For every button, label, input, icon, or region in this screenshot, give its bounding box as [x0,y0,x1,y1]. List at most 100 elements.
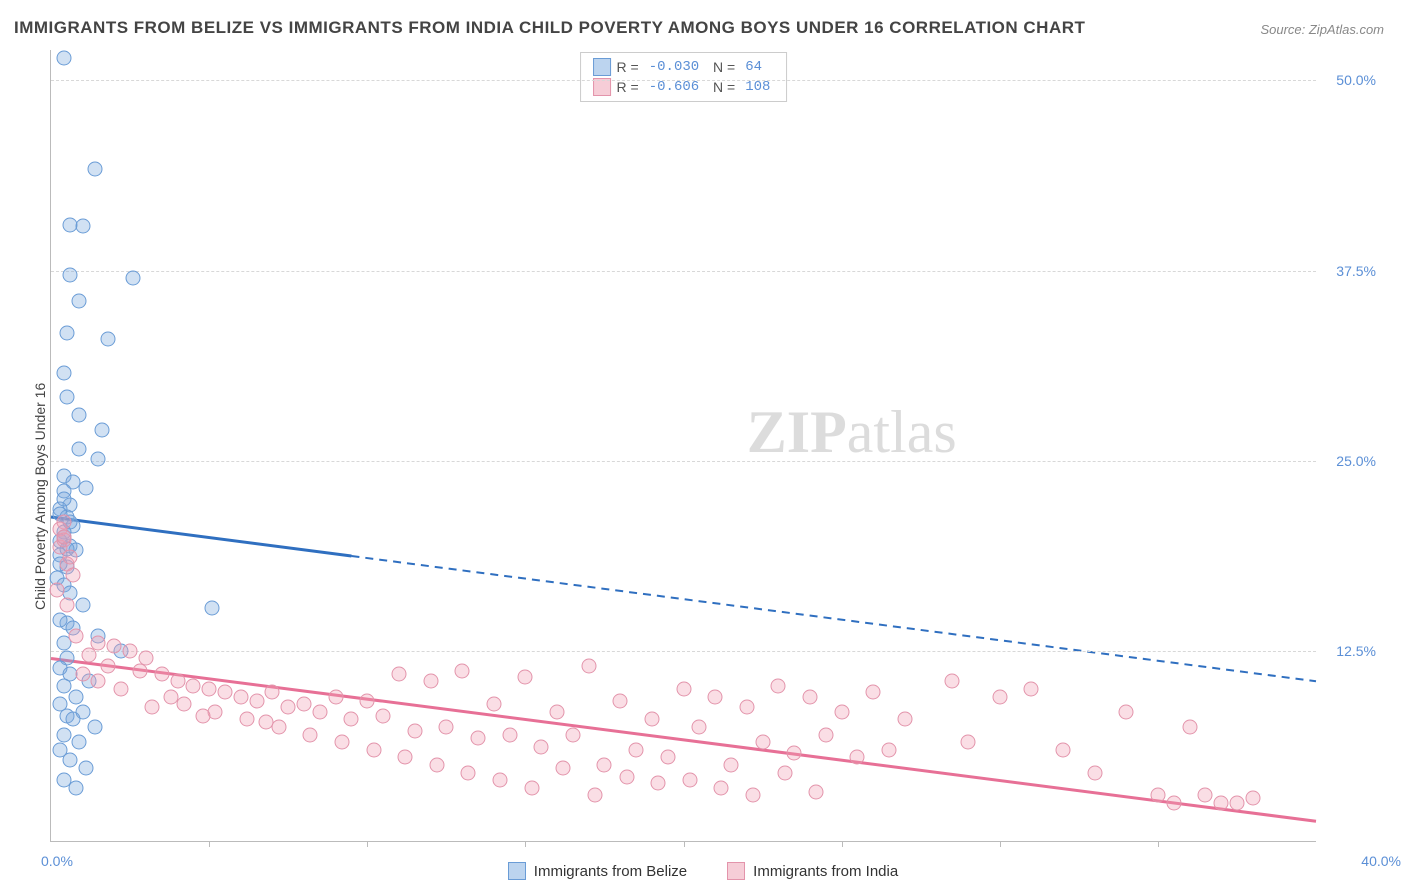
marker-india [81,648,96,663]
marker-india [787,745,802,760]
marker-belize [62,268,77,283]
marker-india [303,727,318,742]
marker-india [850,750,865,765]
marker-india [259,715,274,730]
marker-india [771,678,786,693]
marker-india [818,727,833,742]
marker-india [297,697,312,712]
marker-india [834,704,849,719]
x-tick [1000,841,1001,847]
marker-india [75,666,90,681]
x-tick [684,841,685,847]
marker-belize [94,423,109,438]
marker-india [1056,742,1071,757]
stats-n-value: 64 [745,59,762,75]
chart-title: IMMIGRANTS FROM BELIZE VS IMMIGRANTS FRO… [14,18,1085,38]
marker-india [882,742,897,757]
marker-india [1150,788,1165,803]
x-tick [842,841,843,847]
marker-india [100,659,115,674]
marker-india [777,765,792,780]
marker-belize [78,761,93,776]
stats-r-value: -0.030 [649,59,699,75]
marker-india [1245,791,1260,806]
marker-belize [56,727,71,742]
legend-item: Immigrants from India [727,862,898,880]
marker-india [62,549,77,564]
marker-belize [72,294,87,309]
marker-india [723,757,738,772]
marker-india [328,689,343,704]
marker-india [651,776,666,791]
marker-india [534,739,549,754]
marker-belize [91,452,106,467]
marker-india [334,735,349,750]
marker-india [176,697,191,712]
marker-india [461,765,476,780]
marker-india [1119,704,1134,719]
marker-india [1024,681,1039,696]
marker-india [202,681,217,696]
marker-india [809,785,824,800]
gridline [51,461,1316,462]
chart-area: Child Poverty Among Boys Under 16 ZIPatl… [50,50,1386,842]
marker-india [429,757,444,772]
marker-india [407,724,422,739]
marker-india [107,639,122,654]
marker-india [755,735,770,750]
marker-india [493,773,508,788]
marker-india [145,700,160,715]
legend-swatch [727,862,745,880]
legend-label: Immigrants from India [753,863,898,880]
marker-india [1214,795,1229,810]
marker-india [69,628,84,643]
marker-india [1229,795,1244,810]
plot-region: ZIPatlas R =-0.030 N =64R =-0.606 N =108… [50,50,1316,842]
y-tick-label: 25.0% [1321,453,1376,469]
marker-belize [126,271,141,286]
marker-belize [100,332,115,347]
stats-swatch [593,58,611,76]
marker-india [581,659,596,674]
marker-india [682,773,697,788]
marker-india [1087,765,1102,780]
marker-india [91,674,106,689]
gridline [51,271,1316,272]
marker-india [360,694,375,709]
marker-india [233,689,248,704]
trendline-solid [51,517,351,556]
marker-india [281,700,296,715]
y-tick-label: 50.0% [1321,72,1376,88]
marker-india [524,780,539,795]
marker-india [186,678,201,693]
bottom-legend: Immigrants from BelizeImmigrants from In… [0,862,1406,880]
marker-india [195,709,210,724]
marker-india [154,666,169,681]
source-attribution: Source: ZipAtlas.com [1260,22,1384,37]
marker-india [660,750,675,765]
marker-belize [205,601,220,616]
marker-india [170,674,185,689]
marker-india [59,598,74,613]
marker-india [439,719,454,734]
marker-belize [75,219,90,234]
marker-india [556,761,571,776]
marker-belize [62,753,77,768]
watermark-bold: ZIP [747,399,847,465]
marker-india [398,750,413,765]
marker-india [50,583,65,598]
marker-india [1198,788,1213,803]
marker-india [249,694,264,709]
marker-india [597,757,612,772]
marker-india [344,712,359,727]
stats-box: R =-0.030 N =64R =-0.606 N =108 [580,52,788,102]
watermark: ZIPatlas [747,398,957,467]
marker-belize [72,441,87,456]
marker-belize [69,780,84,795]
marker-india [961,735,976,750]
gridline [51,80,1316,81]
marker-belize [69,689,84,704]
marker-india [613,694,628,709]
y-tick-label: 12.5% [1321,643,1376,659]
marker-india [1166,795,1181,810]
